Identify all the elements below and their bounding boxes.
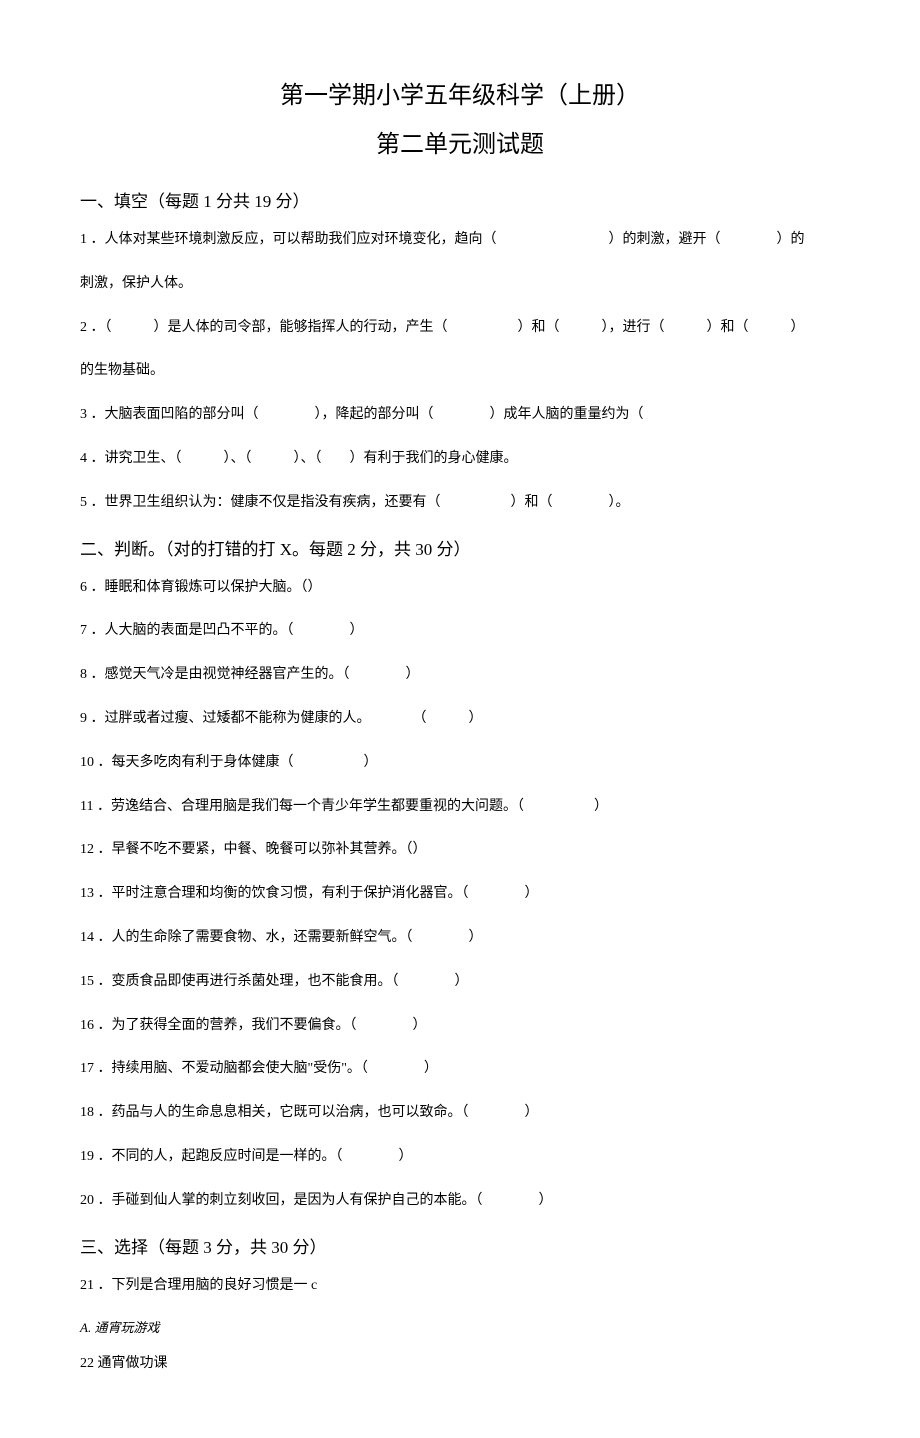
question-20: 20 ．手碰到仙人掌的刺立刻收回，是因为人有保护自己的本能。（ ） [80, 1189, 840, 1213]
question-1-cont: 刺激，保护人体。 [80, 272, 840, 296]
section-1-header: 一、填空（每题 1 分共 19 分） [80, 187, 840, 212]
document-title-main: 第一学期小学五年级科学（上册） [80, 75, 840, 110]
question-19: 19 ．不同的人，起跑反应时间是一样的。（ ） [80, 1145, 840, 1169]
document-title-sub: 第二单元测试题 [80, 124, 840, 159]
question-22: 22 通宵做功课 [80, 1352, 840, 1372]
question-3: 3 ．大脑表面凹陷的部分叫（ ），降起的部分叫（ ）成年人脑的重量约为（ [80, 403, 840, 427]
question-21-option-a: A. 通宵玩游戏 [80, 1317, 840, 1336]
question-9: 9 ．过胖或者过瘦、过矮都不能称为健康的人。 （ ） [80, 707, 840, 731]
question-5: 5 ．世界卫生组织认为：健康不仅是指没有疾病，还要有（ ）和（ ）。 [80, 491, 840, 515]
question-11: 11 ．劳逸结合、合理用脑是我们每一个青少年学生都要重视的大问题。（ ） [80, 795, 840, 819]
question-8: 8 ．感觉天气冷是由视觉神经器官产生的。（ ） [80, 663, 840, 687]
question-6: 6 ．睡眠和体育锻炼可以保护大脑。（） [80, 576, 840, 600]
question-7: 7 ．人大脑的表面是凹凸不平的。（ ） [80, 619, 840, 643]
question-1: 1 ．人体对某些环境刺激反应，可以帮助我们应对环境变化，趋向（ ）的刺激，避开（… [80, 228, 840, 252]
question-16: 16 ．为了获得全面的营养，我们不要偏食。（ ） [80, 1014, 840, 1038]
question-21: 21 ．下列是合理用脑的良好习惯是一 c [80, 1274, 840, 1298]
question-12: 12 ．早餐不吃不要紧，中餐、晚餐可以弥补其营养。（） [80, 838, 840, 862]
question-4: 4 ．讲究卫生、（ ）、（ ）、（ ）有利于我们的身心健康。 [80, 447, 840, 471]
question-15: 15 ．变质食品即使再进行杀菌处理，也不能食用。（ ） [80, 970, 840, 994]
question-2: 2 ．（ ）是人体的司令部，能够指挥人的行动，产生（ ）和（ ），进行（ ）和（… [80, 316, 840, 340]
question-14: 14 ．人的生命除了需要食物、水，还需要新鲜空气。（ ） [80, 926, 840, 950]
section-3-header: 三、选择（每题 3 分，共 30 分） [80, 1233, 840, 1258]
question-2-cont: 的生物基础。 [80, 359, 840, 383]
question-18: 18 ．药品与人的生命息息相关，它既可以治病，也可以致命。（ ） [80, 1101, 840, 1125]
question-10: 10 ．每天多吃肉有利于身体健康（ ） [80, 751, 840, 775]
question-17: 17 ．持续用脑、不爱动脑都会使大脑"受伤"。（ ） [80, 1057, 840, 1081]
section-2-header: 二、判断。（对的打错的打 X。每题 2 分，共 30 分） [80, 535, 840, 560]
question-13: 13 ．平时注意合理和均衡的饮食习惯，有利于保护消化器官。（ ） [80, 882, 840, 906]
